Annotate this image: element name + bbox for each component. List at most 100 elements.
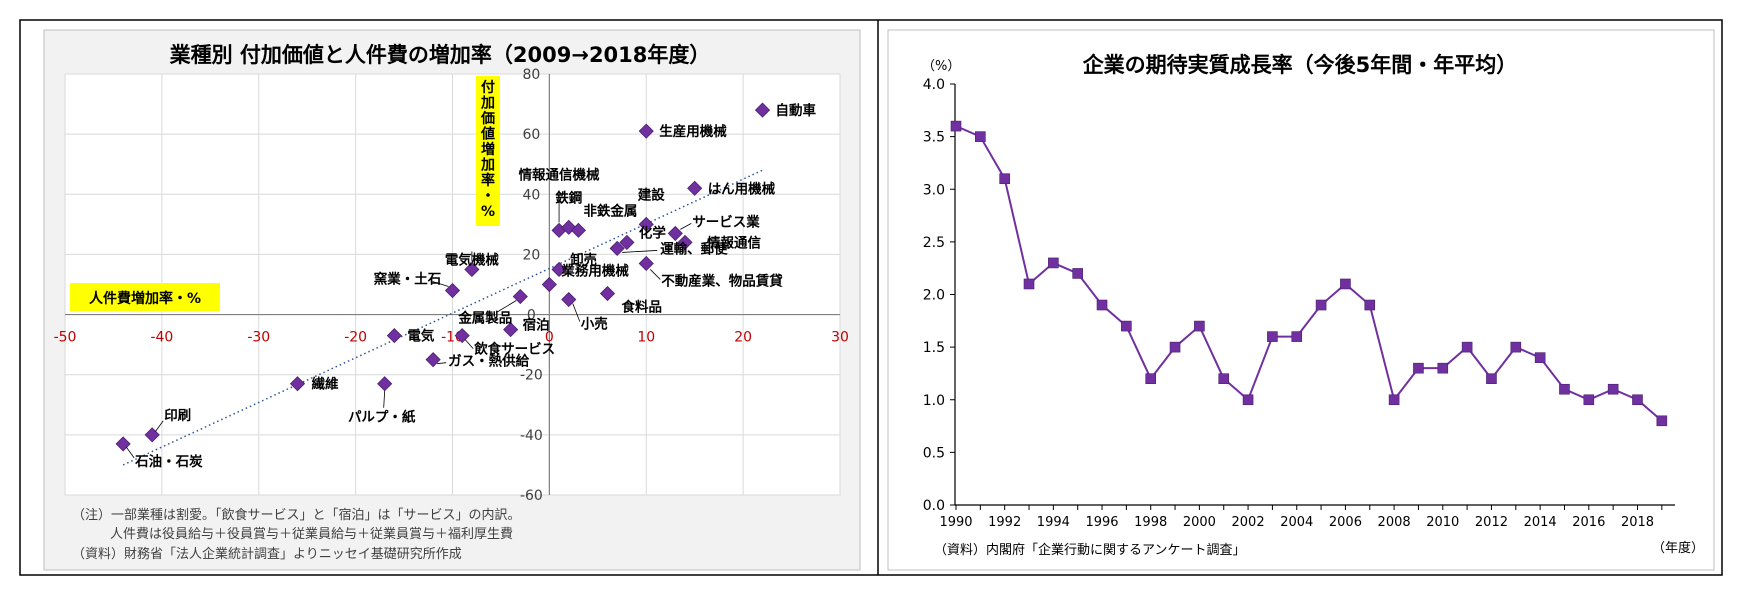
line-point	[1218, 373, 1230, 385]
line-point	[1437, 362, 1449, 374]
scatter-point-label: パルプ・紙	[348, 409, 416, 426]
scatter-leader-line	[383, 390, 386, 408]
scatter-x-tick-label: 20	[734, 330, 752, 346]
scatter-x-tick-label: -30	[247, 330, 270, 346]
line-point	[1023, 278, 1035, 290]
scatter-point-label: 飲食サービス	[473, 341, 555, 358]
scatter-leader-line	[432, 281, 449, 287]
line-point	[1072, 268, 1083, 279]
line-x-tick-label: 2002	[1232, 515, 1265, 530]
scatter-point	[425, 352, 441, 368]
scatter-point	[619, 234, 635, 250]
line-y-tick-label: 0.0	[923, 498, 945, 514]
line-point	[1121, 320, 1132, 332]
line-x-tick-label: 2004	[1280, 515, 1313, 530]
line-point	[1096, 299, 1108, 311]
line-series	[950, 120, 1668, 427]
scatter-x-tick-label: -40	[150, 330, 173, 346]
scatter-point-label: 生産用機械	[659, 123, 727, 140]
line-x-tick-label: 2014	[1524, 515, 1557, 530]
line-point	[1559, 383, 1570, 395]
scatter-leader-line	[154, 420, 164, 433]
scatter-point-label: 石油・石炭	[134, 453, 203, 470]
scatter-x-tick-label: 30	[831, 330, 849, 346]
scatter-point	[570, 222, 587, 238]
scatter-point	[454, 328, 470, 344]
line-point	[1242, 394, 1254, 406]
ylabel-highlight	[476, 76, 500, 226]
scatter-note-2: 人件費は役員給与＋役員賞与＋従業員給与＋従業員賞与＋福利厚生費	[110, 526, 513, 542]
scatter-point-label: 印刷	[164, 407, 191, 424]
scatter-leader-line	[464, 339, 474, 349]
line-x-tick-label: 1994	[1037, 515, 1070, 530]
scatter-point	[551, 261, 567, 278]
scatter-leader-line	[496, 300, 517, 313]
scatter-point	[677, 234, 693, 250]
line-x-tick-label: 2012	[1475, 515, 1508, 530]
line-x-tick-label: 2018	[1621, 515, 1654, 530]
scatter-chart: 業種別 付加価値と人件費の増加率（2009→2018年度） -50 -40 -30 -…	[43, 29, 861, 571]
line-y-tick-label: 3.5	[923, 130, 945, 146]
line-point	[975, 131, 986, 142]
line-point	[1583, 394, 1595, 406]
scatter-point-label: 業務用機械	[560, 263, 629, 280]
scatter-point	[687, 180, 703, 196]
scatter-point	[512, 288, 528, 305]
scatter-point	[638, 255, 654, 272]
line-point	[1486, 373, 1497, 385]
line-point	[1267, 331, 1278, 342]
scatter-points	[115, 102, 771, 452]
line-chart-area	[887, 29, 1715, 571]
line-point	[1364, 299, 1376, 311]
line-point	[950, 120, 962, 132]
line-point	[1145, 373, 1157, 385]
scatter-x-tick-label: -50	[54, 330, 77, 346]
line-point	[1656, 415, 1668, 427]
scatter-point-label: 窯業・土石	[374, 271, 442, 288]
scatter-x-tick-label: -20	[344, 330, 367, 346]
scatter-leader-line	[680, 223, 692, 230]
scatter-point-label: 情報通信機械	[519, 166, 600, 183]
scatter-y-tick-label: 60	[522, 127, 540, 143]
line-y-tick-label: 2.5	[923, 235, 945, 251]
line-point	[1607, 383, 1619, 395]
scatter-point	[638, 216, 654, 232]
scatter-y-tick-label: -60	[520, 488, 543, 504]
line-y-unit: （%）	[922, 59, 960, 74]
line-point	[1413, 362, 1424, 374]
line-chart: 企業の期待実質成長率（今後5年間・年平均） （%） 0.0 0.5 1.0 1.5 2.…	[887, 29, 1715, 571]
scatter-point	[444, 282, 461, 299]
scatter-point	[599, 285, 616, 302]
line-x-tick-label: 1996	[1085, 515, 1118, 530]
line-x-tick-label: 1998	[1134, 515, 1167, 530]
scatter-leader-line	[125, 446, 135, 459]
scatter-note-3: （資料）財務省「法人企業統計調査」よりニッセイ基礎研究所作成	[72, 546, 462, 562]
scatter-point	[609, 240, 625, 256]
outer-frame	[19, 19, 1723, 576]
scatter-y-tick-label: 20	[522, 247, 540, 263]
scatter-y-tick-label: -20	[520, 368, 543, 384]
scatter-point-label: ガス・熱供給	[448, 353, 529, 370]
scatter-leader-line	[649, 269, 661, 280]
scatter-leader-line	[572, 303, 581, 322]
scatter-point	[638, 123, 654, 139]
scatter-point	[667, 225, 683, 241]
scatter-note-1: （注）一部業種は割愛。「飲食サービス」と「宿泊」は「サービス」の内訳。	[72, 507, 521, 523]
scatter-x-tick-label: 0	[545, 330, 554, 346]
line-point	[1510, 341, 1522, 353]
scatter-point-label: 宿泊	[523, 317, 550, 334]
scatter-y-tick-label: 40	[522, 187, 540, 203]
line-source: （資料）内閣府「企業行動に関するアンケート調査」	[934, 542, 1245, 558]
scatter-point	[754, 102, 771, 118]
scatter-point	[541, 276, 557, 293]
scatter-leader-line	[622, 250, 658, 253]
line-y-tick-label: 2.0	[923, 288, 945, 304]
line-x-tick-label: 2000	[1183, 515, 1216, 530]
scatter-point-label: 電気	[407, 328, 434, 345]
scatter-point	[503, 322, 519, 338]
line-point	[1632, 394, 1643, 406]
scatter-point-label: 不動産業、物品賃貸	[661, 272, 783, 289]
scatter-y-tick-label: 80	[522, 67, 540, 83]
